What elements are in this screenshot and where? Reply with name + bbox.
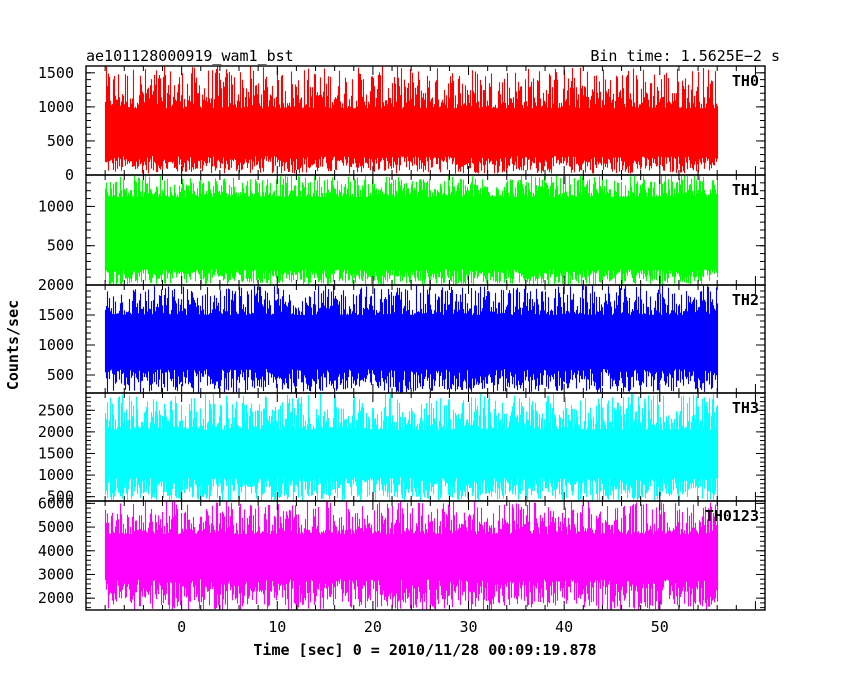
- y-axis-label: Counts/sec: [4, 300, 22, 390]
- bin-time-label: Bin time: 1.5625E−2 s: [590, 47, 780, 65]
- panel-th2: 500 1000 1500 2000 TH2: [38, 276, 766, 394]
- panels: 0 500 1000 1500 TH0 500 1000 TH1 500 1000 1500 2000…: [38, 64, 766, 611]
- y-tick-label: 500: [47, 237, 74, 255]
- y-tick-label: 1000: [38, 466, 74, 484]
- x-axis: 0 10 20 30 40 50: [177, 618, 669, 636]
- x-axis-label: Time [sec] 0 = 2010/11/28 00:09:19.878: [253, 641, 596, 659]
- y-tick-label: 500: [47, 366, 74, 384]
- y-tick-label: 2000: [38, 276, 74, 294]
- y-tick-label: 2000: [38, 589, 74, 607]
- panel-label: TH3: [732, 399, 759, 417]
- x-tick-label: 50: [651, 618, 669, 636]
- y-tick-label: 0: [65, 166, 74, 184]
- panel-th1: 500 1000 TH1: [38, 174, 766, 286]
- y-tick-label: 5000: [38, 518, 74, 536]
- series-core-th0123: [105, 548, 718, 569]
- y-tick-label: 6000: [38, 494, 74, 512]
- x-tick-label: 30: [460, 618, 478, 636]
- y-tick-label: 2000: [38, 423, 74, 441]
- y-tick-label: 1500: [38, 306, 74, 324]
- y-tick-label: 1000: [38, 336, 74, 354]
- y-tick-label: 4000: [38, 542, 74, 560]
- y-tick-label: 1500: [38, 444, 74, 462]
- panel-th0: 0 500 1000 1500 TH0: [38, 64, 766, 184]
- x-tick-label: 20: [364, 618, 382, 636]
- panel-label: TH0123: [705, 507, 759, 525]
- y-tick-label: 1000: [38, 98, 74, 116]
- y-tick-label: 2500: [38, 401, 74, 419]
- panel-label: TH2: [732, 291, 759, 309]
- series-core-th0: [105, 120, 718, 143]
- y-tick-label: 500: [47, 132, 74, 150]
- y-tick-label: 1500: [38, 64, 74, 82]
- y-tick-label: 1000: [38, 197, 74, 215]
- x-tick-label: 10: [268, 618, 286, 636]
- y-tick-label: 500: [47, 488, 74, 506]
- series-th0: [104, 66, 719, 174]
- series-core-th2: [105, 331, 718, 356]
- chart-title: ae101128000919_wam1_bst: [86, 47, 294, 65]
- x-tick-label: 0: [177, 618, 186, 636]
- x-tick-label: 40: [555, 618, 573, 636]
- series-core-th1: [105, 214, 718, 247]
- panel-th3: 500 1000 1500 2000 2500 TH3: [38, 392, 766, 506]
- y-tick-label: 3000: [38, 565, 74, 583]
- panel-label: TH0: [732, 72, 759, 90]
- panel-th0123: 2000 3000 4000 5000 6000 TH0123: [38, 494, 766, 611]
- series-core-th3: [105, 442, 718, 465]
- panel-label: TH1: [732, 181, 759, 199]
